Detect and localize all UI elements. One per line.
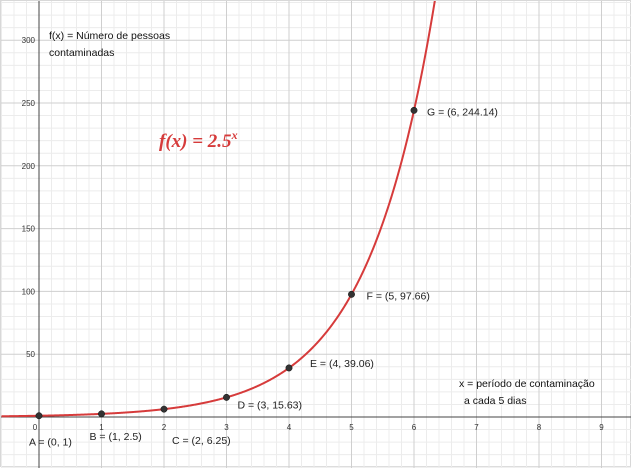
- tick-labels: 0 1 2 3 4 5 6 7 8 9 50 100 150 200 250 300: [22, 36, 605, 432]
- data-point: [98, 410, 105, 418]
- point-label: F = (5, 97.66): [367, 290, 430, 302]
- point-labels: A = (0, 1) B = (1, 2.5) C = (2, 6.25) D = (…: [29, 106, 498, 448]
- data-point: [35, 412, 43, 420]
- point-label: E = (4, 39.06): [310, 358, 374, 370]
- data-point: [410, 106, 418, 114]
- point-label: C = (2, 6.25): [172, 435, 231, 447]
- point-label: B = (1, 2.5): [90, 431, 142, 443]
- x-tick-label: 2: [162, 423, 167, 432]
- point-label: D = (3, 15.63): [238, 399, 303, 411]
- formula-exponent: x: [231, 128, 238, 142]
- point-label: A = (0, 1): [29, 437, 72, 449]
- data-point: [285, 364, 293, 372]
- x-tick-label: 6: [412, 423, 417, 432]
- y-tick-label: 150: [22, 225, 36, 234]
- x-tick-label: 9: [599, 423, 604, 432]
- point-label: G = (6, 244.14): [427, 106, 498, 118]
- function-curve: [1, 1, 436, 418]
- x-tick-label: 1: [99, 423, 104, 432]
- y-tick-label: 100: [22, 287, 36, 296]
- y-axis-note-line-1: f(x) = Número de pessoas: [49, 30, 170, 42]
- x-axis-note-line-2: a cada 5 dias: [464, 395, 526, 407]
- data-point: [348, 290, 355, 298]
- data-point: [160, 405, 168, 413]
- y-tick-label: 200: [22, 162, 36, 171]
- formula-base: f(x) = 2.5: [159, 131, 232, 152]
- y-tick-label: 300: [22, 36, 36, 45]
- y-axis-note-line-2: contaminadas: [49, 47, 114, 59]
- x-tick-label: 0: [33, 423, 38, 432]
- x-tick-label: 5: [349, 423, 354, 432]
- data-points: [35, 106, 418, 420]
- x-tick-label: 8: [537, 423, 542, 432]
- x-tick-label: 4: [287, 423, 292, 432]
- x-tick-label: 3: [224, 423, 229, 432]
- x-tick-label: 7: [474, 423, 479, 432]
- function-formula: f(x) = 2.5x: [159, 128, 238, 152]
- y-tick-label: 50: [26, 350, 35, 359]
- x-axis-note-line-1: x = período de contaminação: [459, 378, 595, 390]
- data-point: [223, 393, 230, 401]
- y-tick-label: 250: [22, 99, 36, 108]
